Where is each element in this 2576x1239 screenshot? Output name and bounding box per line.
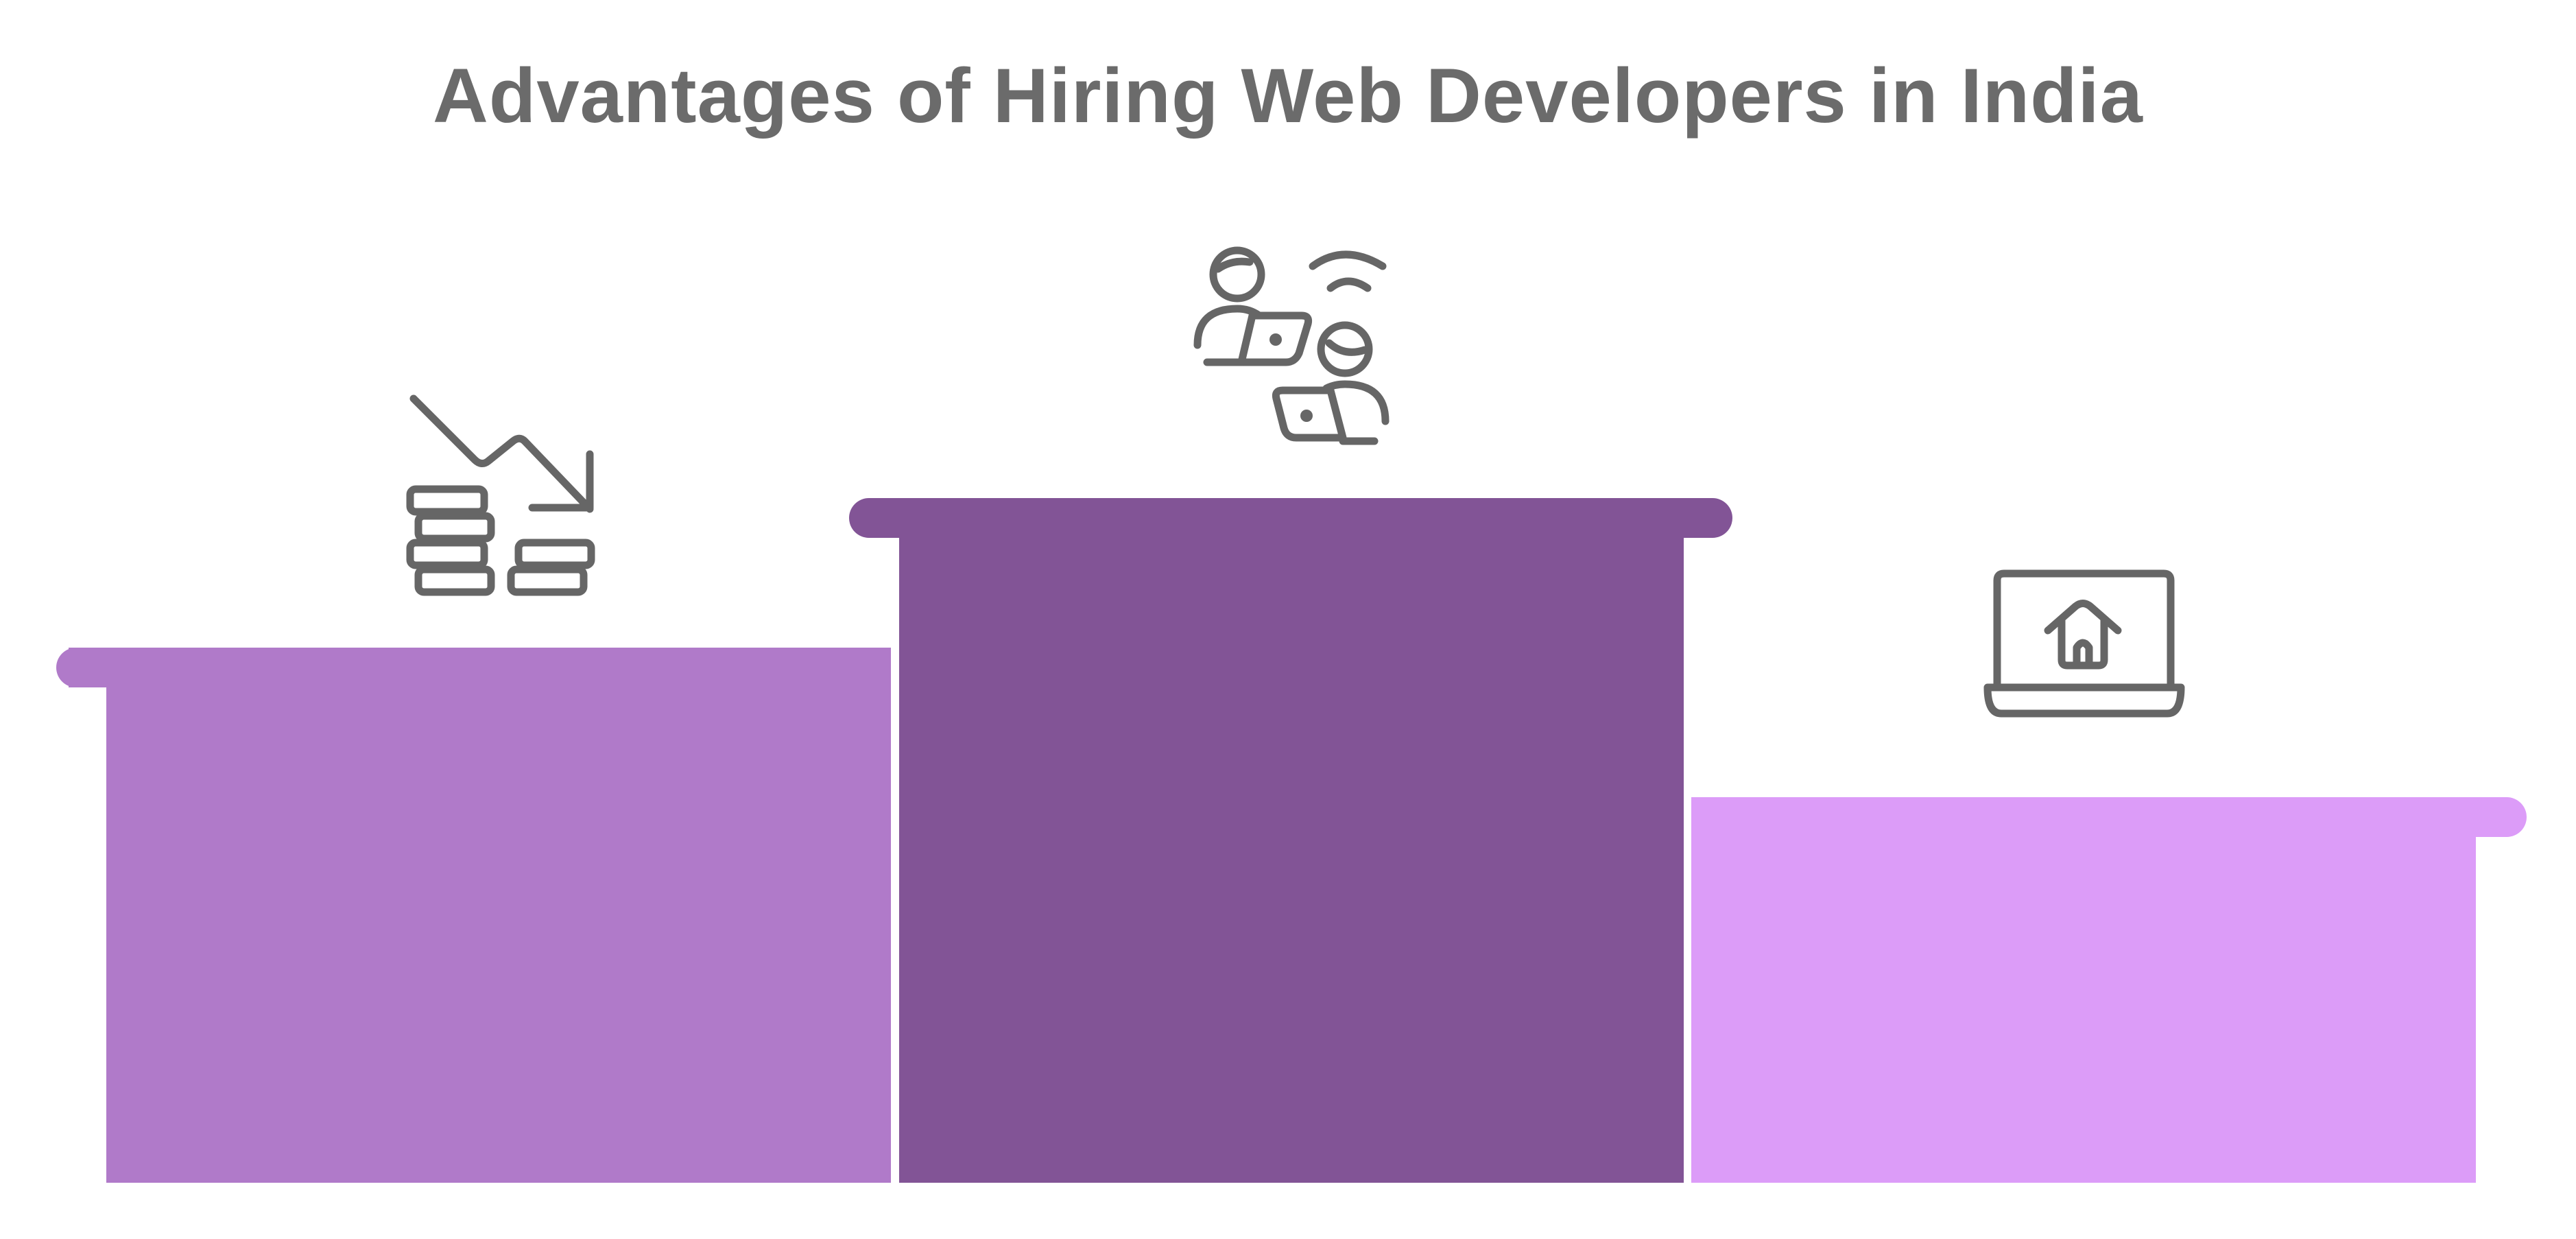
- podium-step-center-ledge: [849, 498, 1732, 538]
- laptop-home-remote-work-icon: [1983, 569, 2185, 718]
- podium-step-right-body: [1691, 837, 2476, 1183]
- podium-step-right: [1691, 797, 2527, 1183]
- podium-step-left-body: [106, 687, 891, 1183]
- remote-developers-team-icon: [1193, 246, 1390, 445]
- podium-step-center: [849, 498, 1732, 1183]
- podium-step-right-ledge-lip: [1691, 797, 2507, 837]
- cost-reduction-coins-icon: [406, 394, 595, 596]
- podium-step-left-ledge-lip: [69, 648, 891, 687]
- podium-step-left: [56, 648, 891, 1183]
- podium-step-right-notch: [2476, 837, 2507, 847]
- podium-step-left-notch: [69, 687, 106, 697]
- page-title: Advantages of Hiring Web Developers in I…: [433, 53, 2143, 139]
- podium-step-center-body: [899, 538, 1684, 1183]
